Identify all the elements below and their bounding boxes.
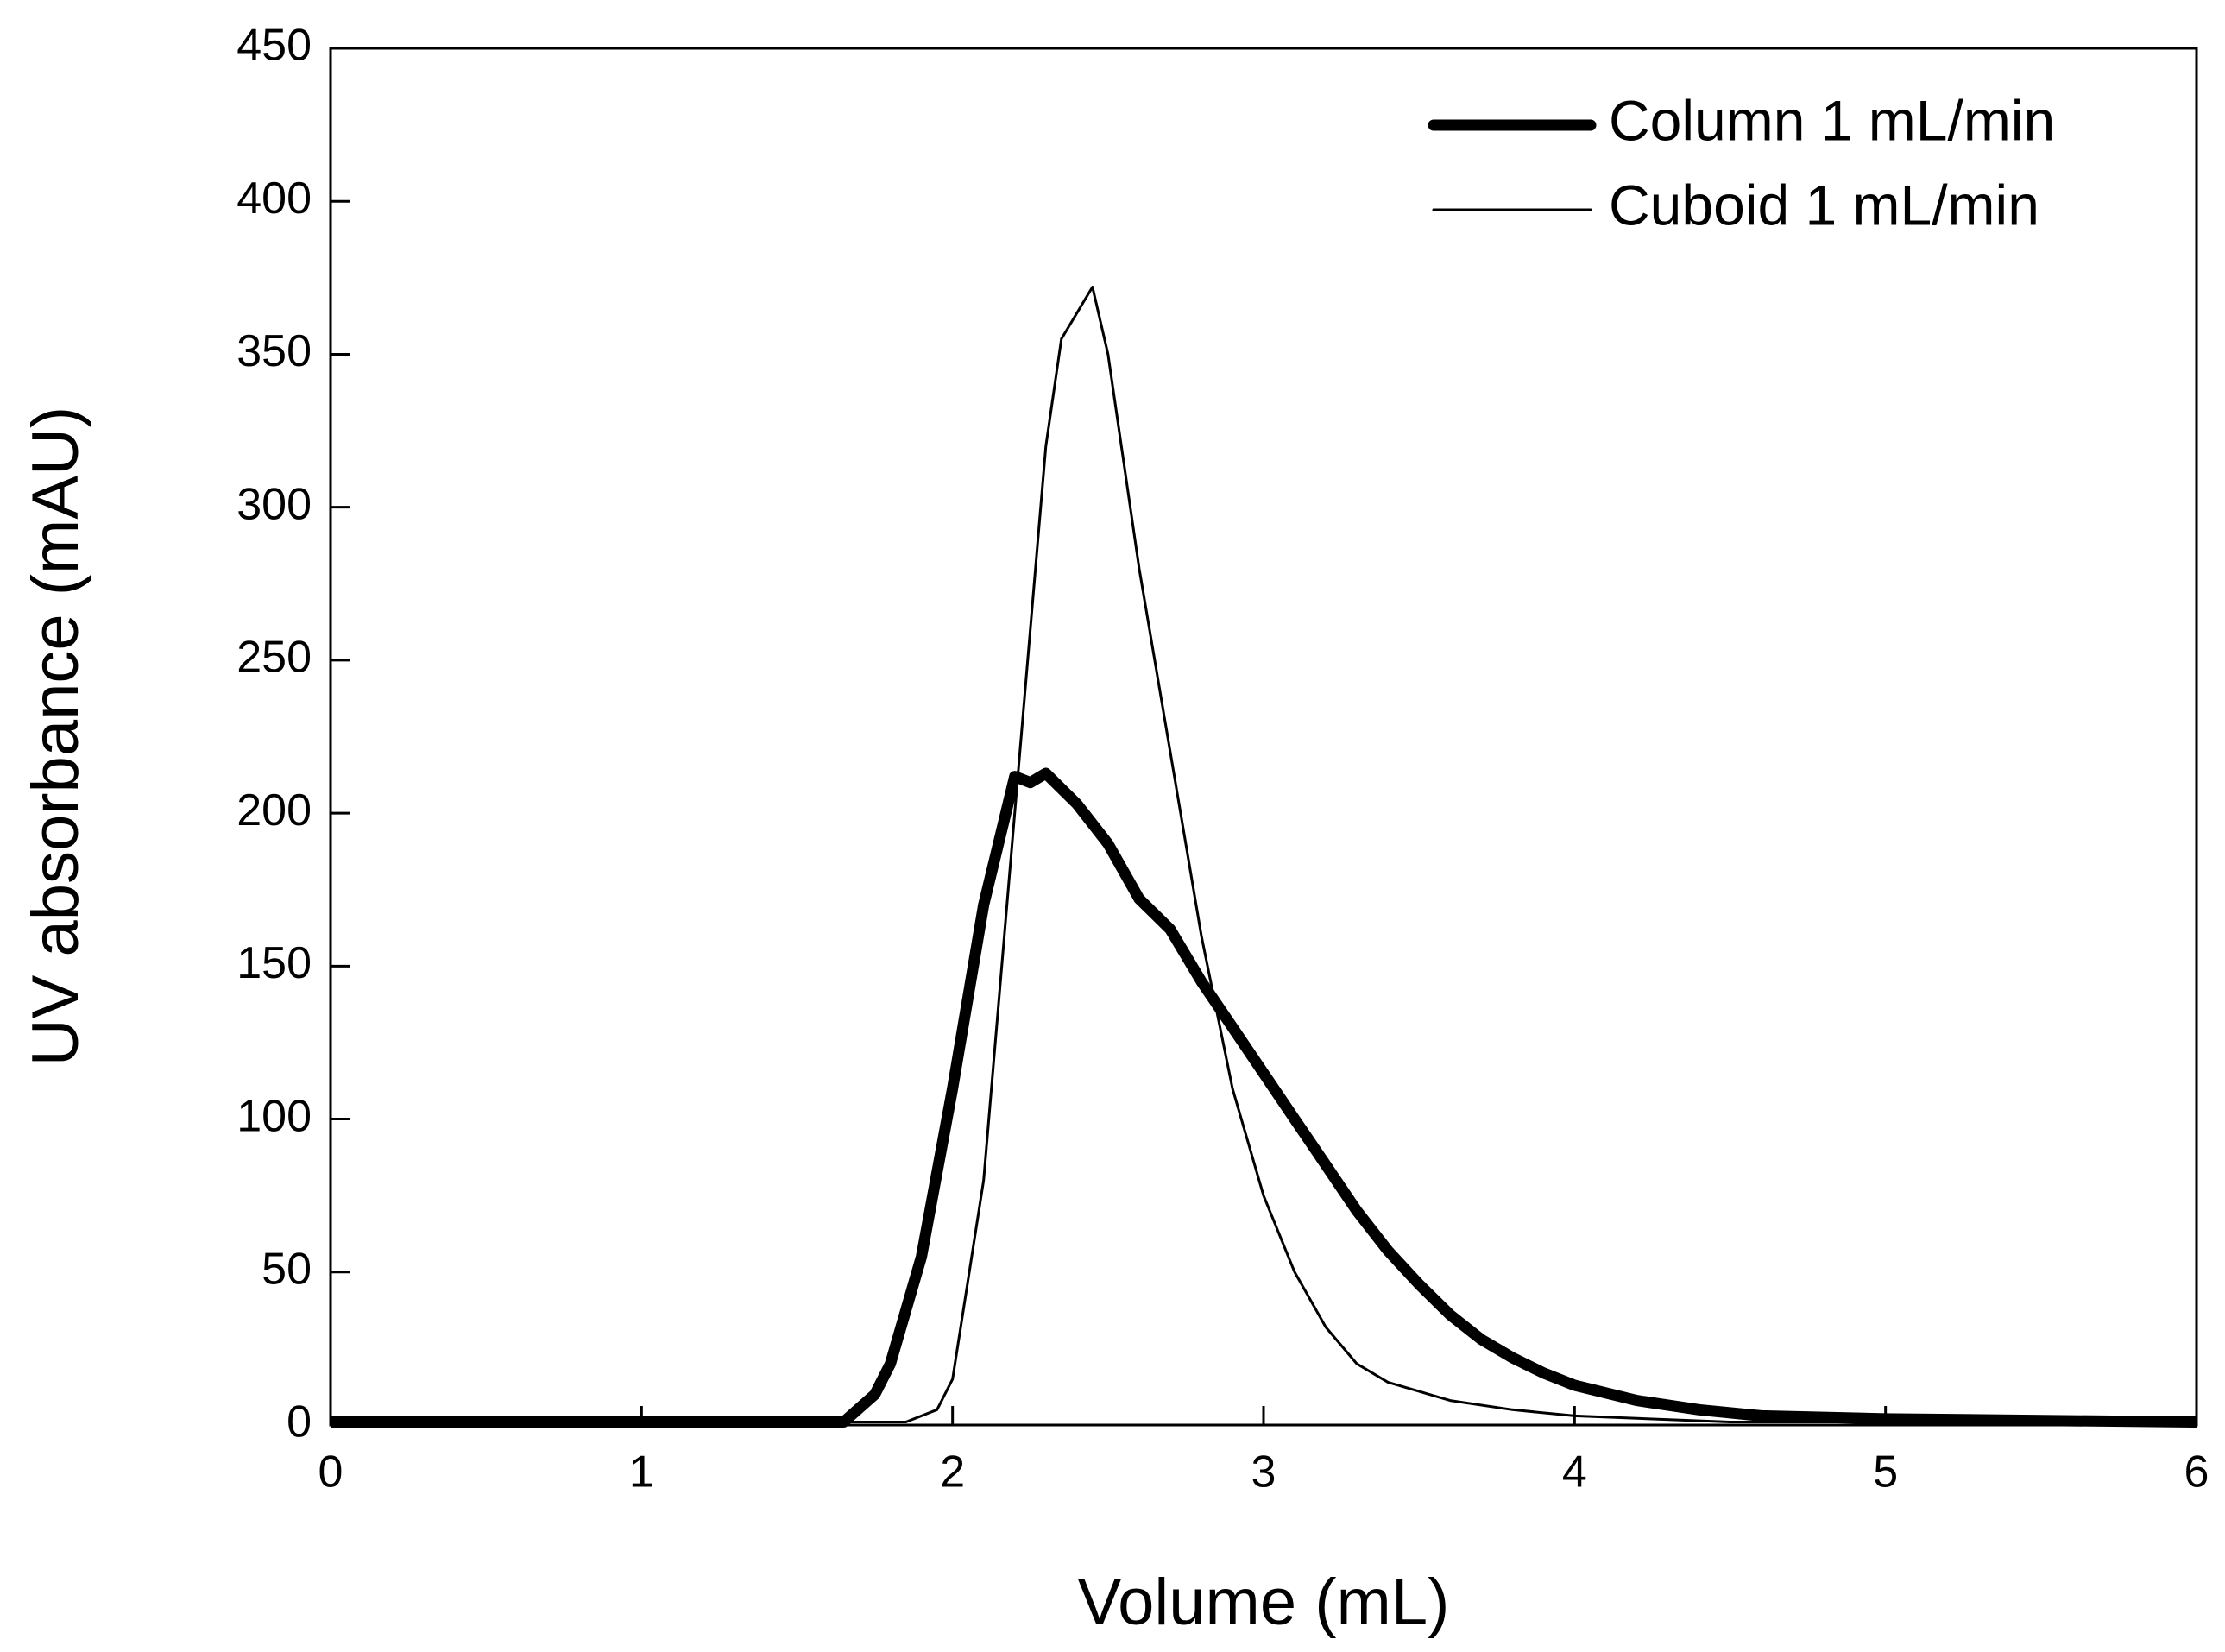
legend-label: Column 1 mL/min (1609, 88, 2055, 152)
x-tick-label: 5 (1873, 1447, 1898, 1498)
y-tick-label: 200 (236, 785, 312, 835)
y-tick-label: 350 (236, 326, 312, 376)
series-line (331, 767, 2197, 1428)
y-tick-label: 50 (262, 1245, 312, 1295)
y-tick-label: 300 (236, 479, 312, 529)
x-tick-label: 4 (1562, 1447, 1587, 1498)
x-tick-label: 6 (2184, 1447, 2209, 1498)
x-tick-label: 0 (318, 1447, 344, 1498)
y-tick-label: 400 (236, 173, 312, 224)
y-tick-label: 250 (236, 633, 312, 683)
y-axis-title: UV absorbance (mAU) (19, 407, 92, 1067)
x-tick-label: 1 (629, 1447, 654, 1498)
y-tick-label: 450 (236, 21, 312, 71)
x-tick-label: 2 (940, 1447, 965, 1498)
y-tick-label: 0 (287, 1397, 312, 1447)
y-tick-label: 100 (236, 1091, 312, 1141)
legend-label: Cuboid 1 mL/min (1609, 173, 2039, 236)
x-axis-title: Volume (mL) (1078, 1566, 1450, 1639)
series-line (331, 286, 2197, 1423)
plot-frame (329, 47, 2198, 1427)
x-tick-label: 3 (1251, 1447, 1276, 1498)
y-tick-label: 150 (236, 938, 312, 988)
